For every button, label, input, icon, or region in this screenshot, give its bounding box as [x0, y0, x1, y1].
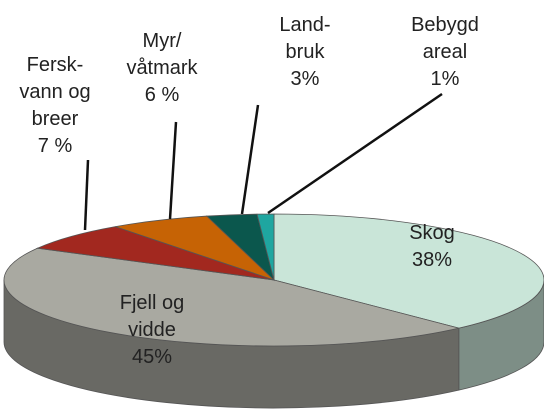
value-label: 38% [411, 249, 453, 271]
slice [273, 213, 544, 329]
slice-label: Fersk- vann og breer 7 % [19, 52, 90, 160]
value-label: 3% [290, 68, 320, 90]
value-label: 7 % [37, 135, 73, 157]
value-label: 45% [131, 346, 173, 368]
slice [256, 213, 275, 281]
slice-label: Fjell og vidde 45% [120, 290, 184, 371]
slice-label: Land- bruk 3% [279, 12, 330, 93]
category-label: Fersk- vann og breer [19, 54, 91, 130]
slice-label: Skog 38% [409, 220, 455, 274]
category-label: Bebygd areal [411, 14, 479, 63]
value-label: 6 % [144, 84, 180, 106]
category-label: Fjell og vidde [119, 292, 185, 341]
slice-label: Bebygd areal 1% [411, 12, 479, 93]
leader-line [83, 159, 90, 231]
slice [3, 247, 459, 347]
leader-line [168, 121, 178, 220]
value-label: 1% [430, 68, 460, 90]
leader-line [267, 92, 443, 215]
leader-line [240, 104, 260, 215]
slice [35, 226, 275, 281]
category-label: Myr/ våtmark [126, 30, 198, 79]
category-label: Land- bruk [279, 14, 331, 63]
category-label: Skog [409, 222, 455, 244]
slice-label: Myr/ våtmark 6 % [126, 28, 197, 109]
